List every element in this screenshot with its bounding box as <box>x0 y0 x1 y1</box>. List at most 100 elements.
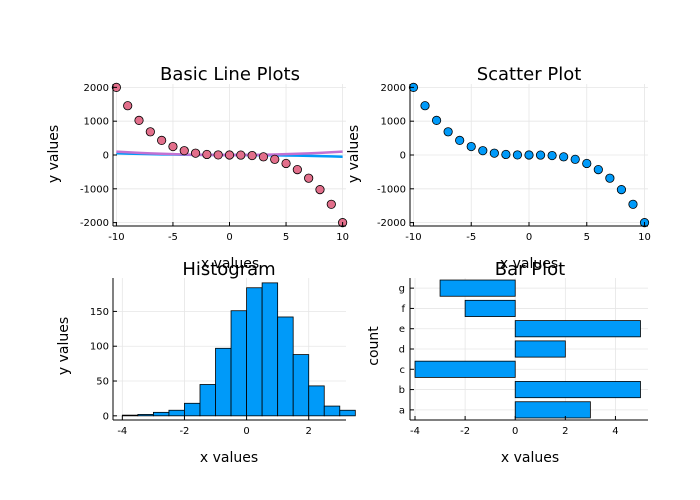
scatter-plot-x-tick-label: 5 <box>584 232 590 243</box>
histogram-x-tick-label: -2 <box>179 426 189 437</box>
bar-plot-bar <box>414 360 516 378</box>
histogram-y-tick-label: 50 <box>96 377 109 388</box>
histogram-axes: -4 -2 0 2 0 50 100 150 <box>90 278 346 437</box>
histogram-bar <box>292 354 310 417</box>
bar-plot-title: Bar Plot <box>495 259 565 280</box>
histogram-bar <box>137 414 154 417</box>
bar-plot-x-tick-label: 2 <box>562 426 568 437</box>
line-plot-point <box>236 150 246 160</box>
line-plot-point <box>315 185 325 195</box>
histogram-panel: Histogram x values y values -4 -2 0 2 0 50 100… <box>56 259 356 466</box>
scatter-plot-point <box>559 152 569 162</box>
bar-plot-bar <box>514 401 591 419</box>
line-plot-point <box>270 154 280 164</box>
histogram-x-tick-label: 0 <box>243 426 249 437</box>
scatter-plot-point <box>443 127 453 137</box>
line-plot-point <box>123 101 133 111</box>
scatter-plot-point <box>431 115 442 125</box>
scatter-plot-point <box>478 146 488 156</box>
bar-plot-x-tick-label: 4 <box>612 426 618 437</box>
bar-plot-marks <box>414 279 641 419</box>
bar-plot-bar <box>514 320 641 338</box>
bar-plot-category-label: g <box>399 284 405 295</box>
line-plot-y-tick-label: 2000 <box>84 83 109 94</box>
line-plot-x-tick-label: -10 <box>108 232 124 243</box>
scatter-plot-point <box>582 158 592 169</box>
line-plot-axes: -10 -5 0 5 10 -2000 -1000 0 1000 2000 <box>80 83 349 243</box>
line-plot-y-tick-label: -1000 <box>80 184 109 195</box>
line-plot-point <box>202 149 212 160</box>
histogram-x-tick-label: -4 <box>117 426 127 437</box>
line-plot-point <box>247 150 257 161</box>
histogram-ylabel: y values <box>56 317 72 375</box>
line-plot-x-tick-label: 10 <box>336 232 349 243</box>
histogram-bar <box>215 347 232 417</box>
scatter-plot-point <box>466 141 476 152</box>
line-plot-point <box>168 141 178 152</box>
scatter-plot-point <box>547 150 557 161</box>
line-plot-point <box>281 158 291 169</box>
histogram-marks <box>121 282 356 417</box>
scatter-plot-y-tick-label: 0 <box>400 151 406 162</box>
histogram-bar <box>246 287 263 417</box>
scatter-plot-y-tick-label: -1000 <box>377 184 406 195</box>
scatter-plot-y-tick-label: -2000 <box>377 218 406 229</box>
line-plot-point <box>304 173 314 183</box>
bar-plot-category-label: e <box>399 324 405 335</box>
line-plot-point <box>326 199 336 209</box>
scatter-plot-point <box>628 199 638 209</box>
bar-plot-category-label: a <box>399 405 405 416</box>
bar-plot-x-tick-label: 0 <box>512 426 518 437</box>
scatter-plot-title: Scatter Plot <box>477 64 582 85</box>
histogram-bar <box>261 282 279 417</box>
bar-plot-bar <box>464 299 516 317</box>
histogram-bar <box>339 409 356 417</box>
histogram-y-tick-label: 150 <box>90 307 109 318</box>
bar-plot-category-label: f <box>401 304 405 315</box>
bar-plot-x-tick-label: -2 <box>460 426 470 437</box>
bar-plot-xlabel: x values <box>501 450 559 466</box>
histogram-y-tick-label: 0 <box>103 411 109 422</box>
line-plot-point <box>213 150 223 160</box>
line-plot-point <box>258 152 269 162</box>
line-plot-point <box>134 115 144 125</box>
histogram-bar <box>199 384 216 417</box>
scatter-plot-point <box>501 149 511 160</box>
histogram-bar <box>277 316 294 417</box>
scatter-plot-x-tick-label: -5 <box>466 232 476 243</box>
scatter-plot-xlabel: x values <box>500 256 558 272</box>
line-plot-y-tick-label: 0 <box>103 151 109 162</box>
line-plot-point <box>190 148 201 158</box>
line-plot-title: Basic Line Plots <box>160 64 300 85</box>
scatter-plot-point <box>524 150 534 160</box>
scatter-plot-point <box>593 165 603 175</box>
bar-plot-category-label: c <box>400 365 406 376</box>
line-plot-x-tick-label: -5 <box>168 232 178 243</box>
line-plot-ylabel: y values <box>46 125 62 183</box>
line-plot-y-tick-label: 1000 <box>84 117 109 128</box>
histogram-bar <box>308 385 325 417</box>
line-plot-xlabel: x values <box>201 256 259 272</box>
bar-plot-ylabel: count <box>366 326 382 366</box>
scatter-plot-point <box>489 148 499 158</box>
histogram-bar <box>168 409 185 417</box>
scatter-plot-ylabel: y values <box>346 125 362 183</box>
histogram-x-tick-label: 2 <box>306 426 312 437</box>
line-plot-panel: Basic Line Plots x values y values -10 -5… <box>46 64 349 272</box>
scatter-plot-marks <box>408 82 650 228</box>
scatter-plot-y-tick-label: 1000 <box>381 117 406 128</box>
scatter-plot-axes: -10 -5 0 5 10 -2000 -1000 0 1000 2000 <box>377 83 651 243</box>
histogram-bar <box>121 414 139 417</box>
line-plot-x-tick-label: 5 <box>283 232 289 243</box>
histogram-y-tick-label: 100 <box>90 342 109 353</box>
scatter-plot-point <box>616 185 627 195</box>
bar-plot-category-label: b <box>399 385 405 396</box>
line-plot-point <box>145 127 155 137</box>
histogram-title: Histogram <box>182 259 275 280</box>
line-plot-point <box>224 150 235 160</box>
line-plot-point <box>157 135 167 145</box>
